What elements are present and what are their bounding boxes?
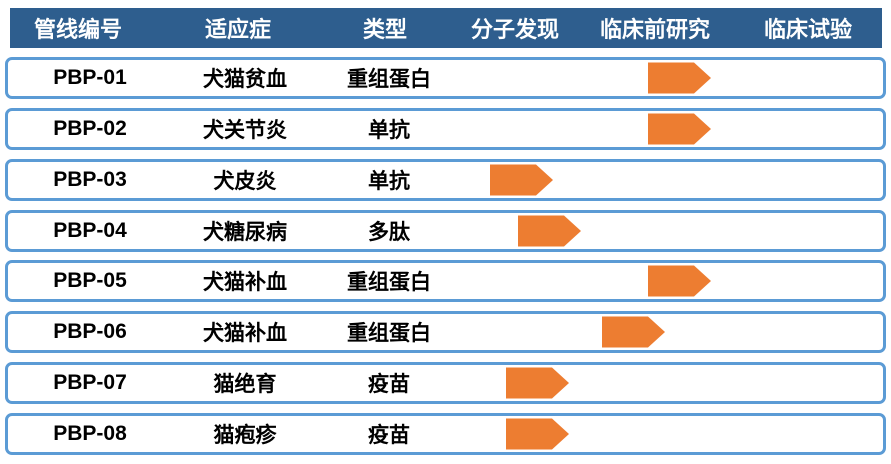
pipeline-row: PBP-07 猫绝育 疫苗 bbox=[5, 362, 886, 404]
header-cell-discovery: 分子发现 bbox=[470, 17, 560, 42]
stage-arrow-icon bbox=[648, 265, 711, 297]
pipeline-row: PBP-08 猫疱疹 疫苗 bbox=[5, 413, 886, 455]
indication-label: 猫疱疹 bbox=[213, 424, 277, 447]
stage-arrow-icon bbox=[602, 316, 665, 348]
stage-arrow-icon bbox=[518, 215, 581, 247]
indication-label: 猫绝育 bbox=[213, 373, 277, 396]
type-label: 单抗 bbox=[368, 170, 410, 193]
header-cell-indication: 适应症 bbox=[204, 17, 272, 42]
pipeline-id-label: PBP-01 bbox=[53, 66, 127, 89]
pipeline-row: PBP-06 犬猫补血 重组蛋白 bbox=[5, 311, 886, 353]
header-cell-pipeline-id: 管线编号 bbox=[33, 17, 123, 42]
pipeline-row: PBP-04 犬糖尿病 多肽 bbox=[5, 210, 886, 252]
type-label: 重组蛋白 bbox=[347, 271, 431, 294]
pipeline-row: PBP-02 犬关节炎 单抗 bbox=[5, 108, 886, 150]
type-label: 重组蛋白 bbox=[347, 68, 431, 91]
indication-label: 犬猫补血 bbox=[203, 322, 287, 345]
header-cell-type: 类型 bbox=[362, 17, 408, 42]
indication-label: 犬猫贫血 bbox=[203, 68, 287, 91]
indication-label: 犬皮炎 bbox=[213, 170, 277, 193]
type-label: 疫苗 bbox=[368, 373, 410, 396]
pipeline-row: PBP-05 犬猫补血 重组蛋白 bbox=[5, 260, 886, 302]
pipeline-row: PBP-01 犬猫贫血 重组蛋白 bbox=[5, 57, 886, 99]
indication-label: 犬关节炎 bbox=[203, 119, 287, 142]
header-cell-clinical: 临床试验 bbox=[763, 17, 853, 42]
pipeline-id-label: PBP-02 bbox=[53, 117, 127, 140]
stage-arrow-icon bbox=[506, 418, 569, 450]
indication-label: 犬猫补血 bbox=[203, 271, 287, 294]
type-label: 多肽 bbox=[368, 221, 410, 244]
table-header-row: 管线编号 适应症 类型 分子发现 临床前研究 临床试验 bbox=[10, 8, 882, 48]
pipeline-id-label: PBP-08 bbox=[53, 422, 127, 445]
type-label: 疫苗 bbox=[368, 424, 410, 447]
stage-arrow-icon bbox=[648, 113, 711, 145]
header-cell-preclinical: 临床前研究 bbox=[599, 17, 711, 42]
pipeline-id-label: PBP-05 bbox=[53, 269, 127, 292]
stage-arrow-icon bbox=[506, 367, 569, 399]
type-label: 单抗 bbox=[368, 119, 410, 142]
pipeline-row: PBP-03 犬皮炎 单抗 bbox=[5, 159, 886, 201]
indication-label: 犬糖尿病 bbox=[203, 221, 287, 244]
pipeline-id-label: PBP-07 bbox=[53, 371, 127, 394]
pipeline-id-label: PBP-03 bbox=[53, 168, 127, 191]
pipeline-id-label: PBP-04 bbox=[53, 219, 127, 242]
type-label: 重组蛋白 bbox=[347, 322, 431, 345]
stage-arrow-icon bbox=[490, 164, 553, 196]
pipeline-id-label: PBP-06 bbox=[53, 320, 127, 343]
stage-arrow-icon bbox=[648, 62, 711, 94]
